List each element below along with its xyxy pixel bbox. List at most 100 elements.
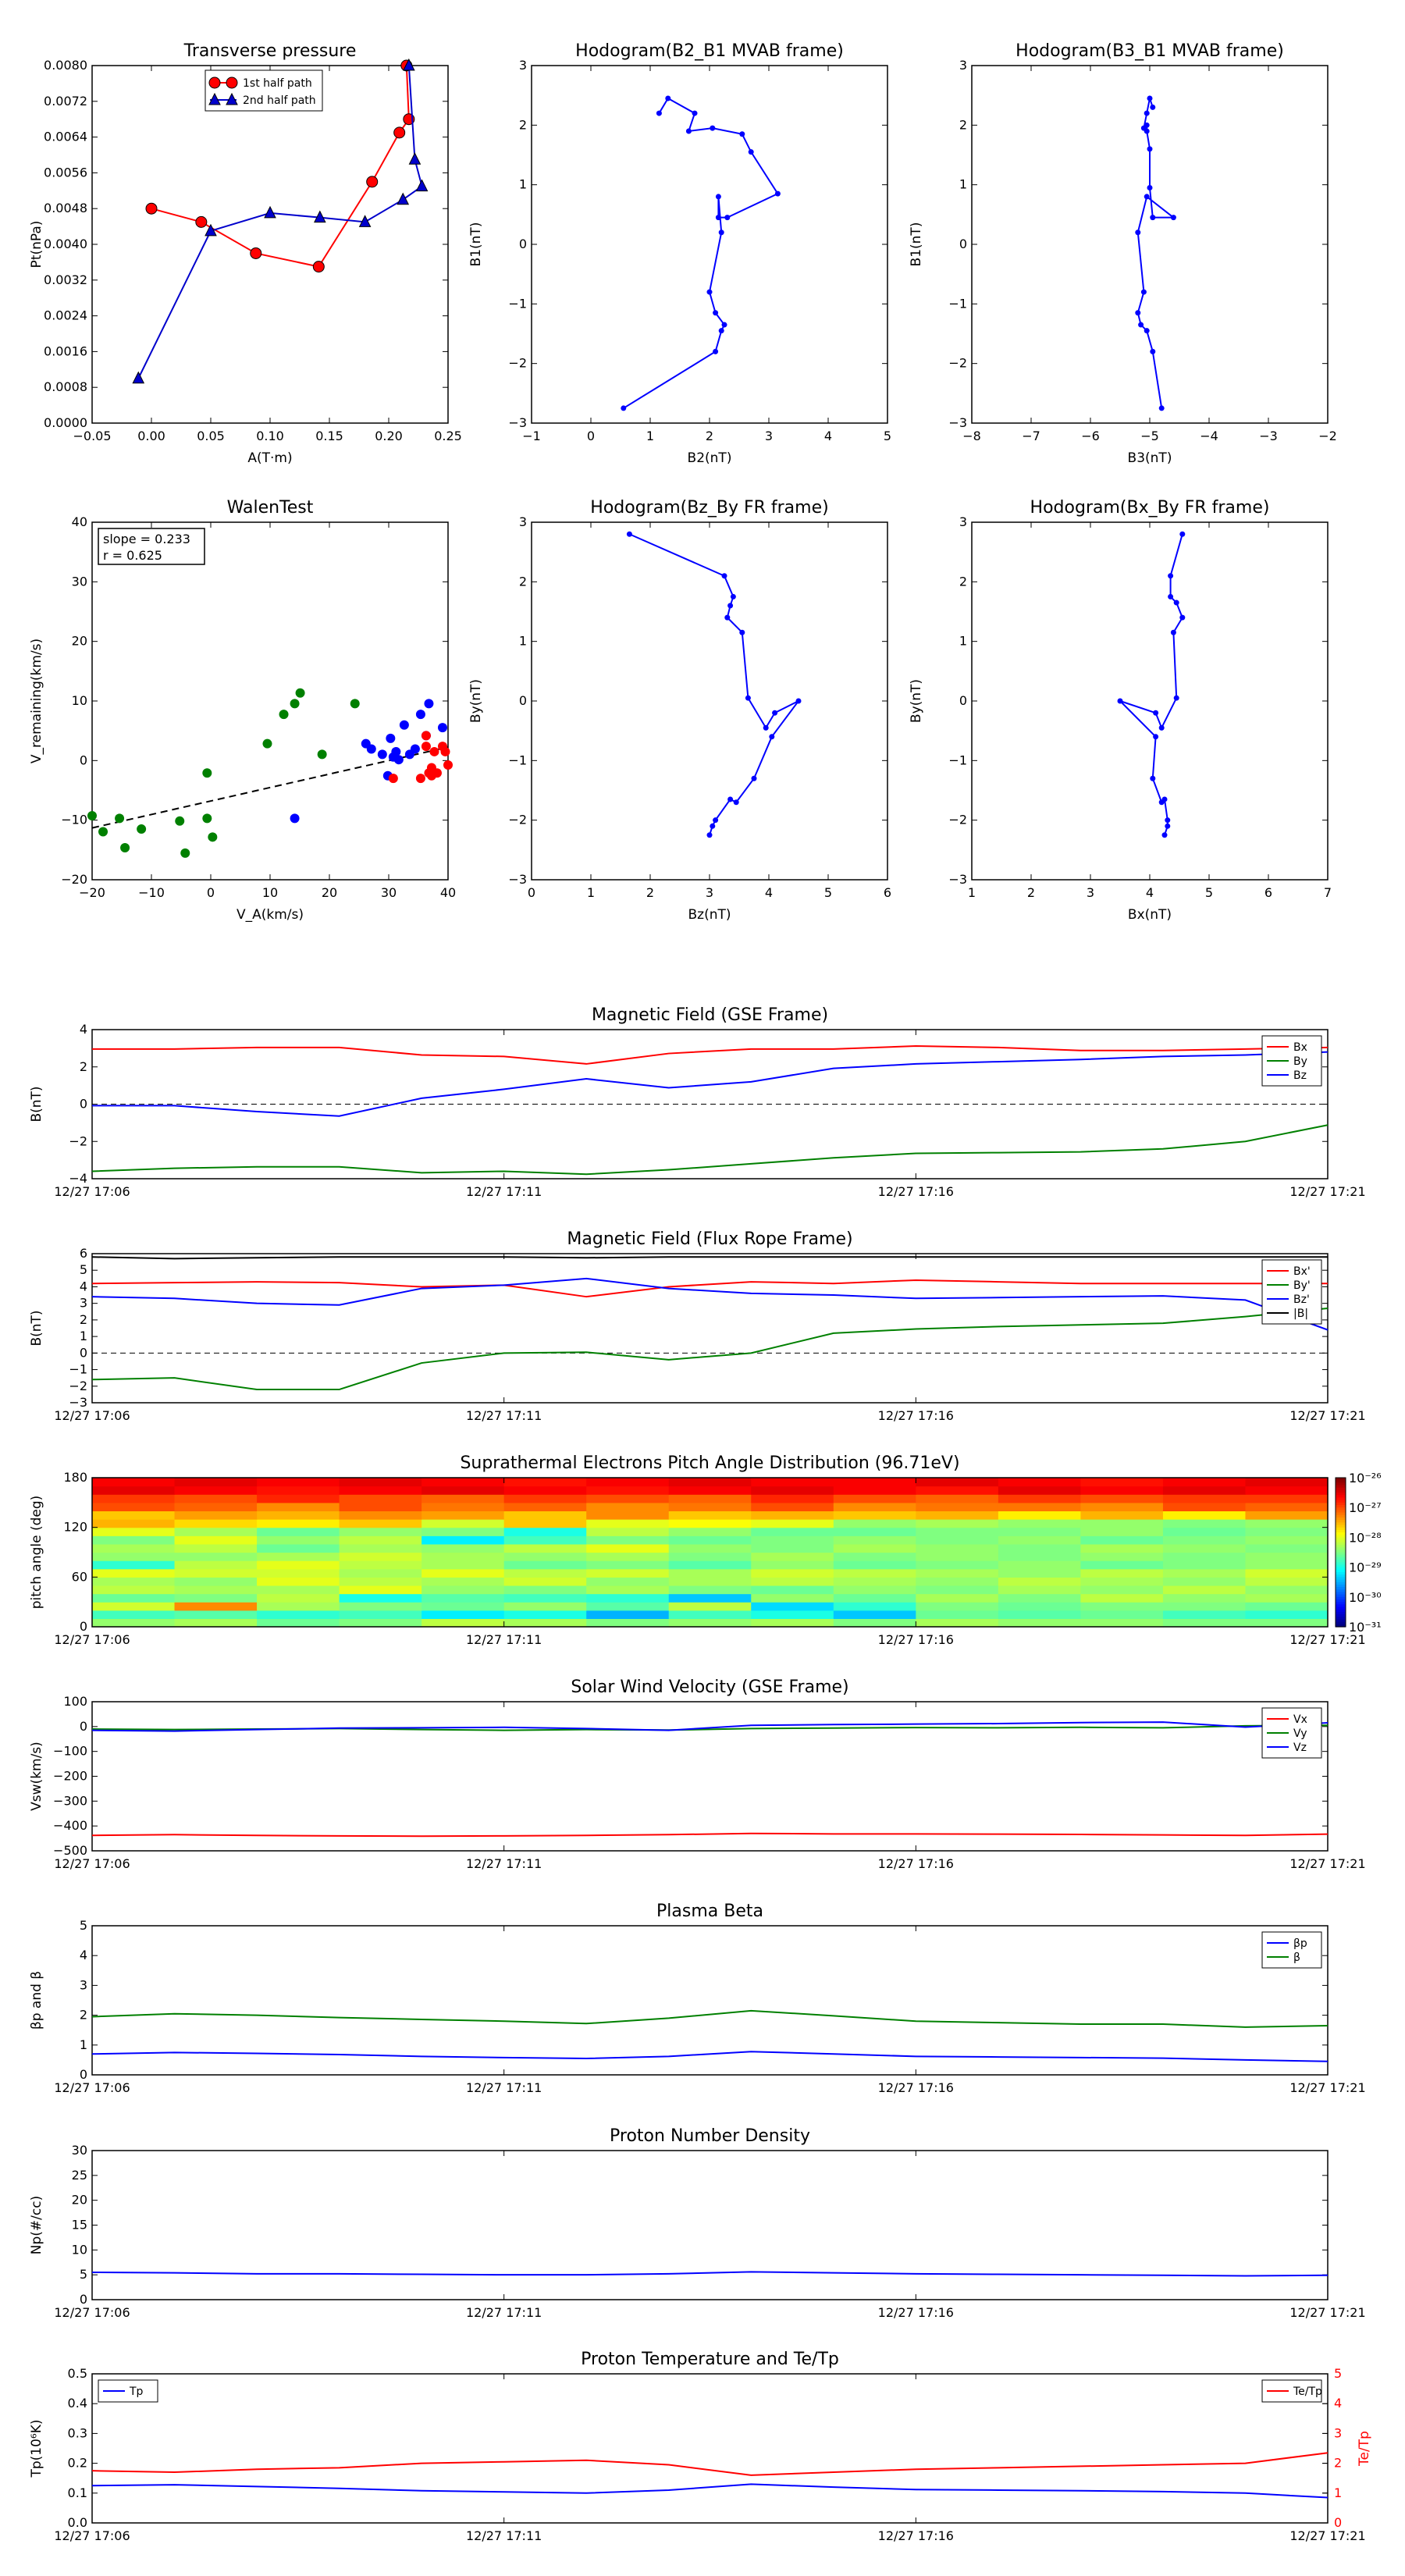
heatmap-cell — [751, 1527, 834, 1536]
data-point — [366, 176, 379, 188]
heatmap-cell — [1245, 1519, 1329, 1528]
heatmap-cell — [422, 1568, 505, 1578]
y-axis-label-right: Te/Tp — [1357, 2431, 1372, 2467]
legend-label: Bx' — [1293, 1265, 1311, 1278]
y-tick-label: 3 — [959, 58, 967, 73]
heatmap-cell — [257, 1618, 340, 1628]
y-tick-label: 0.0 — [68, 2515, 87, 2530]
y-tick-label: 20 — [72, 634, 87, 649]
y-tick-label: 0 — [80, 1097, 87, 1112]
data-point — [730, 593, 736, 600]
y-tick-label: 2 — [80, 1312, 87, 1327]
series-line — [623, 97, 779, 409]
colorbar-segment — [1336, 1577, 1346, 1581]
x-tick-label: 0.00 — [137, 429, 165, 443]
x-tick-label: 0 — [528, 885, 535, 900]
legend-label: 2nd half path — [243, 94, 316, 107]
heatmap-cell — [586, 1568, 670, 1578]
heatmap-cell — [174, 1502, 258, 1512]
x-tick-label: 0.05 — [197, 429, 225, 443]
colorbar-segment — [1336, 1554, 1346, 1558]
heatmap-cell — [833, 1577, 916, 1586]
y-tick-label: 5 — [80, 1262, 87, 1277]
chart-title: Magnetic Field (Flux Rope Frame) — [567, 1229, 852, 1249]
y-tick-label: −1 — [948, 296, 967, 311]
x-tick-label: 4 — [1146, 885, 1154, 900]
heatmap-cell — [998, 1478, 1081, 1487]
slope-label: slope = 0.233 — [103, 532, 190, 546]
heatmap-cell — [339, 1602, 422, 1611]
data-point — [226, 76, 238, 89]
heatmap-cell — [422, 1593, 505, 1603]
y-tick-label: 0 — [519, 693, 527, 708]
y-tick-label: −1 — [69, 1362, 87, 1377]
heatmap-cell — [916, 1560, 999, 1570]
colorbar-segment — [1336, 1617, 1346, 1621]
y-tick-label: 4 — [80, 1948, 87, 1962]
heatmap-cell — [833, 1519, 916, 1528]
x-tick-label: 12/27 17:06 — [54, 2080, 130, 2095]
series-line — [91, 2009, 1329, 2028]
heatmap-cell — [833, 1602, 916, 1611]
x-tick-label: 20 — [322, 885, 337, 900]
x-tick-label: 12/27 17:16 — [878, 1632, 954, 1647]
data-point — [1153, 710, 1159, 716]
legend-label: Bz — [1293, 1069, 1307, 1082]
scatter-point — [208, 832, 218, 842]
data-point — [408, 152, 422, 165]
chart-title: Magnetic Field (GSE Frame) — [592, 1005, 828, 1025]
chart-title: Hodogram(Bx_By FR frame) — [1030, 498, 1270, 518]
y-tick-label: 5 — [80, 1918, 87, 1933]
heatmap-cell — [586, 1478, 670, 1487]
heatmap-cell — [257, 1610, 340, 1619]
x-tick-label: 1 — [968, 885, 976, 900]
x-tick-label: 6 — [1264, 885, 1272, 900]
heatmap-cell — [503, 1552, 587, 1561]
heatmap-cell — [174, 1535, 258, 1545]
data-point — [1140, 289, 1147, 295]
colorbar-segment — [1336, 1606, 1346, 1610]
series-line — [91, 1308, 1329, 1391]
heatmap-cell — [1162, 1593, 1247, 1603]
x-axis-label: B2(nT) — [688, 450, 732, 466]
x-tick-label: −2 — [1318, 429, 1337, 443]
colorbar-segment — [1336, 1529, 1346, 1533]
heatmap-cell — [92, 1510, 176, 1520]
y-tick-label: 0 — [519, 237, 527, 251]
y-tick-label: −1 — [508, 753, 527, 767]
x-axis-label: B3(nT) — [1128, 450, 1172, 466]
heatmap-cell — [174, 1552, 258, 1561]
annotation-box — [98, 528, 205, 565]
heatmap-cell — [1245, 1510, 1329, 1520]
chart-title: WalenTest — [227, 498, 314, 518]
heatmap-cell — [422, 1585, 505, 1595]
heatmap-cell — [916, 1535, 999, 1545]
series-line — [92, 1045, 1329, 1065]
colorbar-segment — [1336, 1557, 1346, 1560]
x-tick-label: 0 — [207, 885, 215, 900]
x-tick-label: 3 — [706, 885, 713, 900]
scatter-point — [424, 699, 434, 709]
heatmap-cell — [92, 1593, 176, 1603]
heatmap-cell — [174, 1519, 258, 1528]
series-line — [92, 1051, 1329, 1117]
x-tick-label: 0.20 — [375, 429, 403, 443]
scatter-point — [317, 749, 327, 760]
y-axis-label: B1(nT) — [909, 222, 924, 267]
heatmap-cell — [174, 1527, 258, 1536]
data-point — [795, 698, 802, 704]
colorbar-segment — [1336, 1495, 1346, 1499]
heatmap-cell — [998, 1568, 1081, 1578]
heatmap-cell — [92, 1568, 176, 1578]
heatmap-cell — [751, 1602, 834, 1611]
y-tick-label: 0.2 — [68, 2456, 87, 2471]
x-tick-label: 2 — [706, 429, 713, 443]
y-tick-label: −1 — [948, 753, 967, 767]
heatmap-cell — [339, 1560, 422, 1570]
scatter-point — [87, 810, 97, 820]
heatmap-cell — [422, 1510, 505, 1520]
heatmap-cell — [668, 1585, 752, 1595]
heatmap-cell — [1080, 1527, 1164, 1536]
colorbar-segment — [1336, 1547, 1346, 1550]
scatter-point — [120, 842, 130, 852]
